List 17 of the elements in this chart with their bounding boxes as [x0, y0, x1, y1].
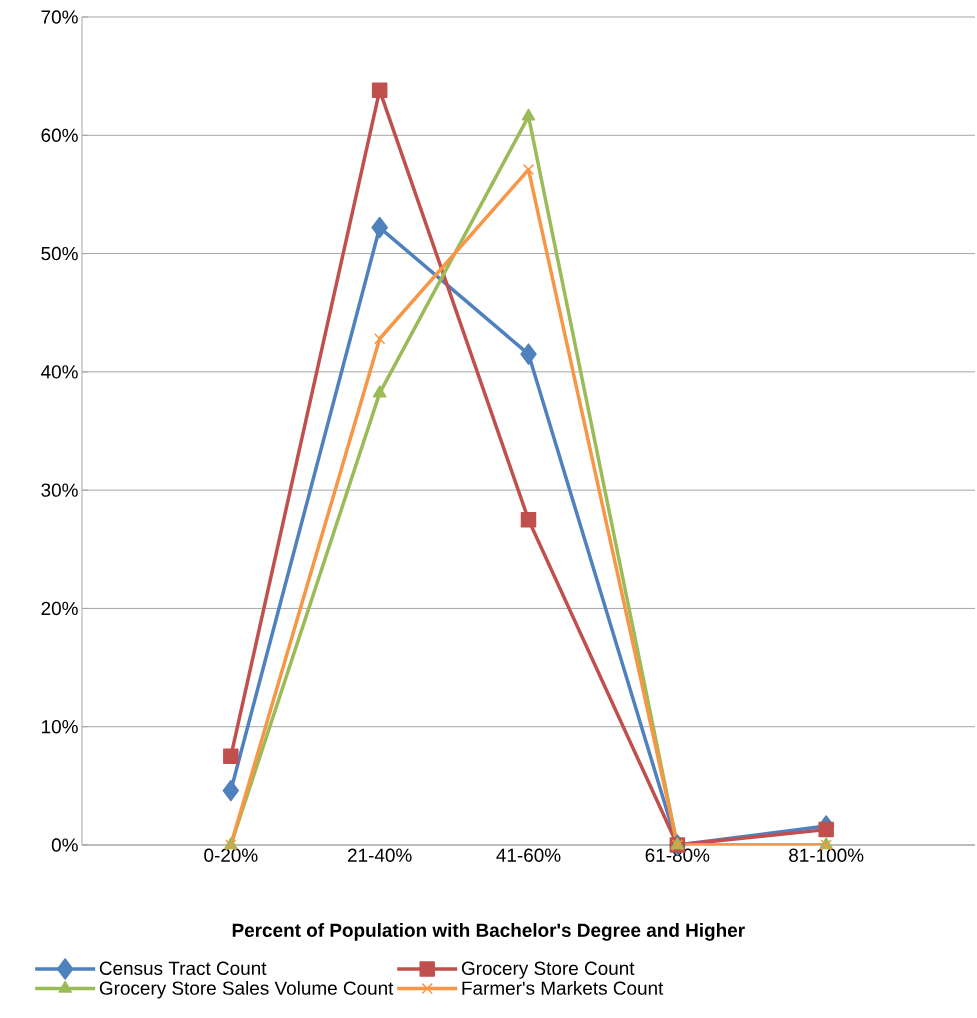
x-tick-label: 0-20%	[204, 848, 258, 862]
legend-label: Census Tract Count	[99, 961, 267, 976]
legend-label: Grocery Store Sales Volume Count	[99, 980, 394, 999]
legend-label: Grocery Store Count	[461, 961, 635, 979]
legend-label: Farmer's Markets Count	[462, 980, 664, 995]
x-tick-label: 21-40%	[348, 848, 412, 862]
y-tick-label: 50%	[41, 246, 78, 261]
y-tick-label: 60%	[41, 128, 78, 142]
y-tick-label: 30%	[41, 483, 78, 497]
y-tick-label: 0%	[51, 838, 78, 852]
y-tick-label: 70%	[41, 10, 78, 24]
x-axis-title: Percent of Population with Bachelor's Degree and Higher	[232, 923, 745, 941]
y-tick-label: 20%	[41, 601, 78, 616]
x-tick-label: 81-100%	[789, 848, 864, 862]
y-tick-label: 40%	[41, 365, 78, 379]
x-tick-label: 41-60%	[496, 848, 561, 862]
y-tick-label: 10%	[42, 720, 78, 734]
